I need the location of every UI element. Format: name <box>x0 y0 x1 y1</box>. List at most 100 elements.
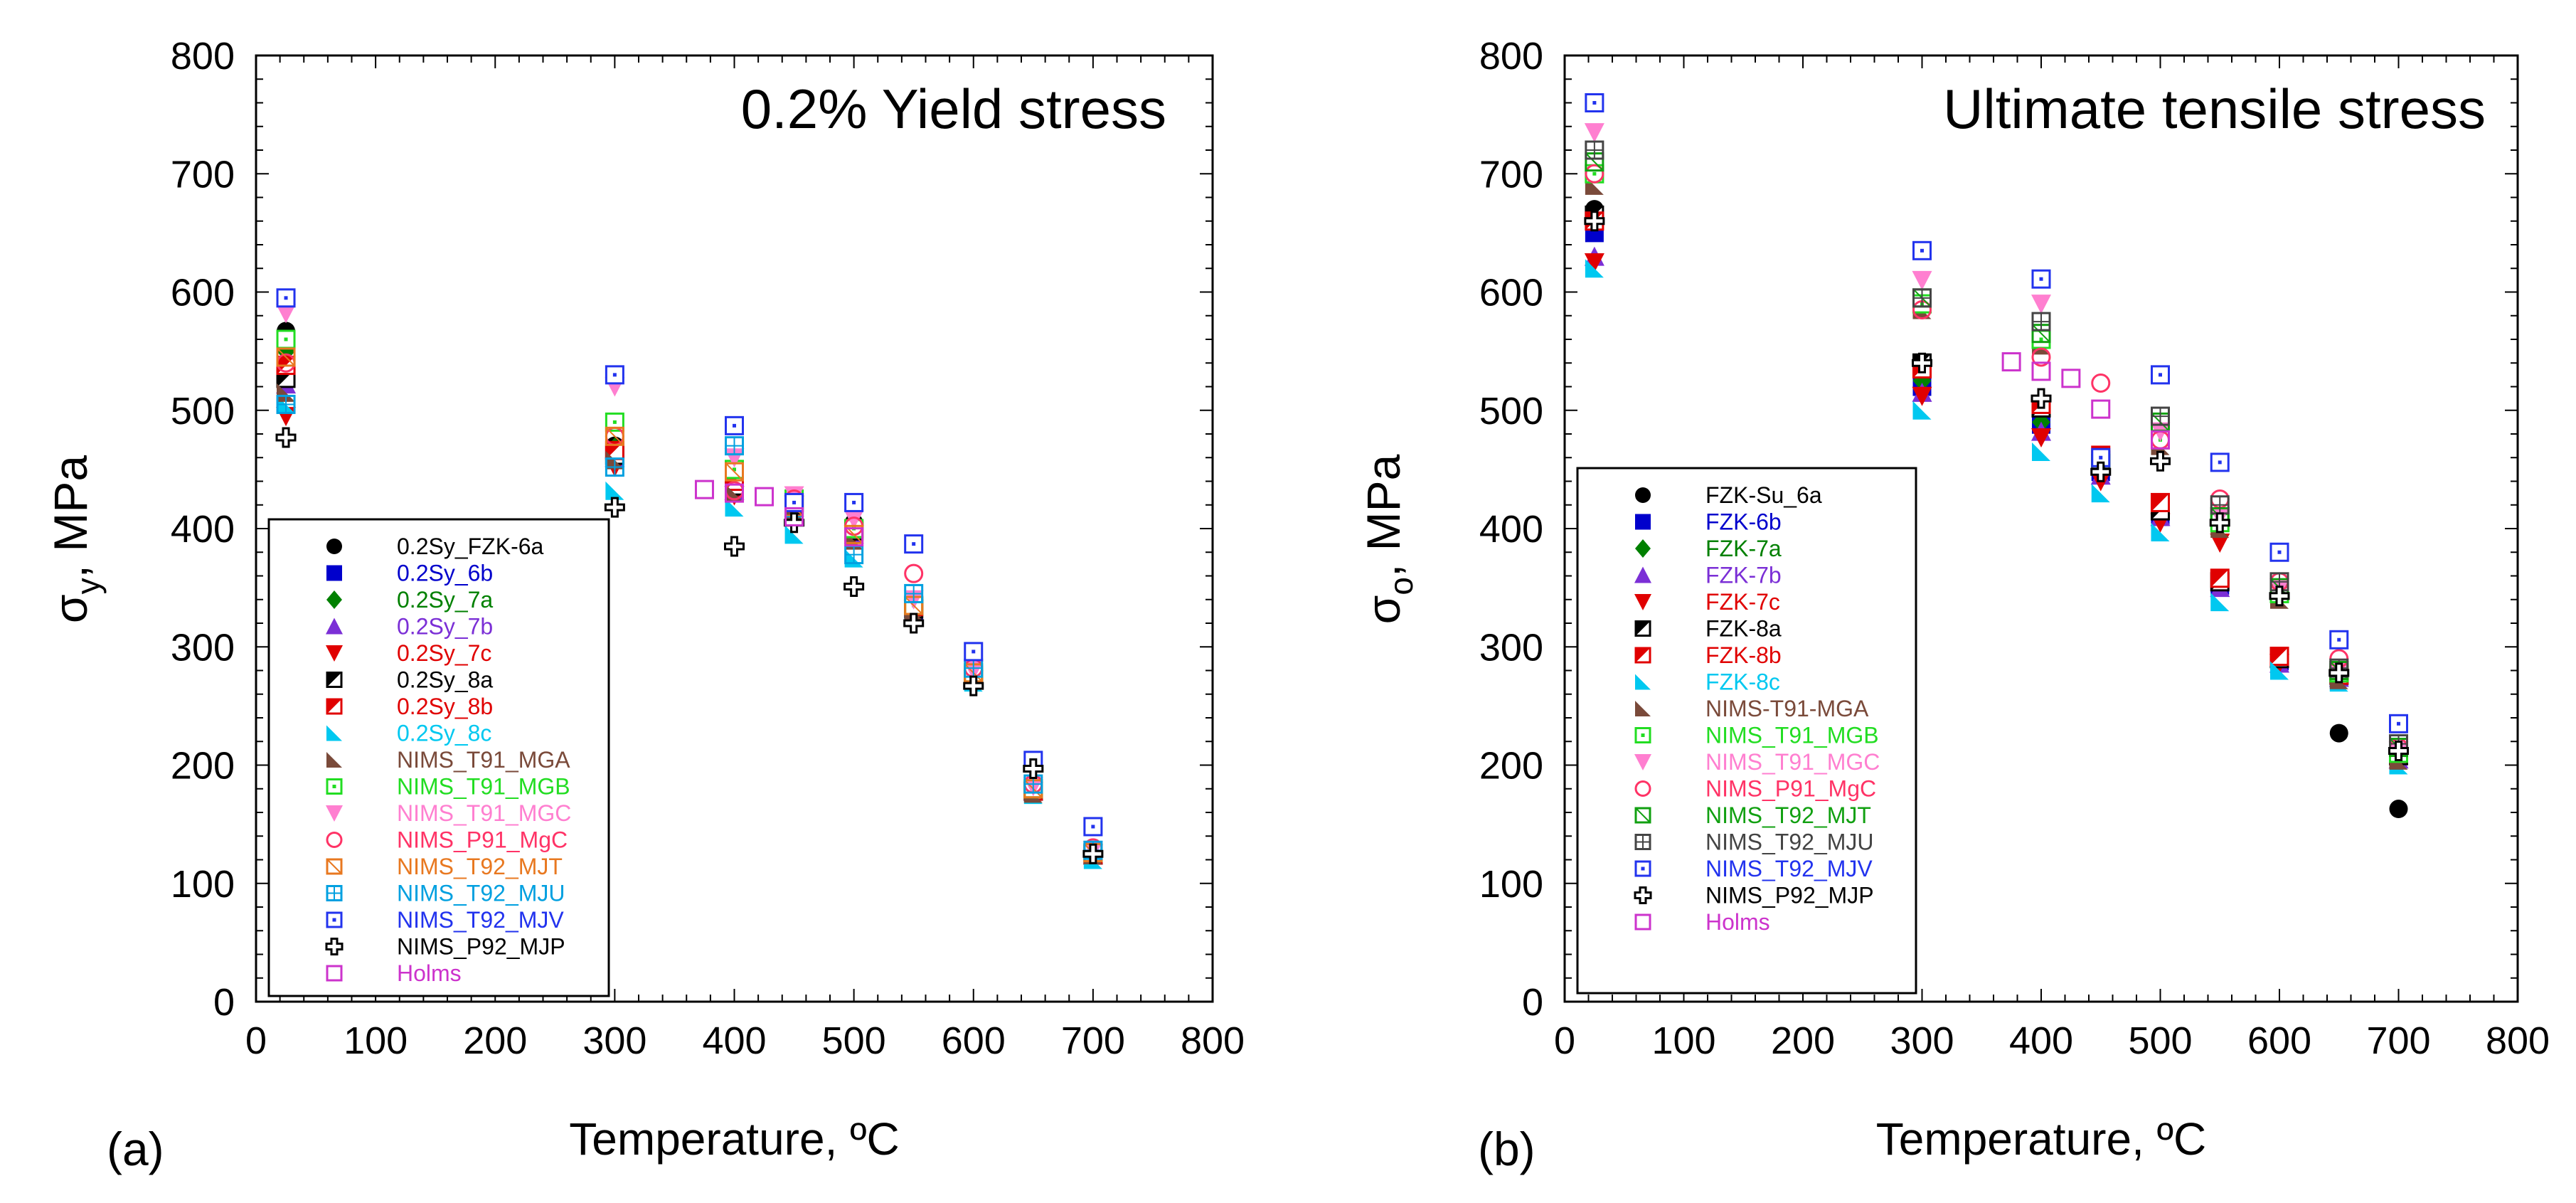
data-point <box>2269 585 2290 607</box>
legend-marker <box>326 778 343 795</box>
chart-title: 0.2% Yield stress <box>741 78 1166 140</box>
x-tick-label: 100 <box>1651 1019 1715 1062</box>
axis-ticks <box>1564 55 2518 1002</box>
legend-marker <box>1635 487 1651 503</box>
legend-marker <box>326 752 342 768</box>
data-point <box>277 383 296 402</box>
data-point <box>2091 484 2110 503</box>
data-point <box>2031 295 2051 314</box>
x-tick-label: 300 <box>1890 1019 1954 1062</box>
data-point <box>843 509 864 529</box>
data-point <box>276 329 296 349</box>
data-point <box>2031 312 2051 332</box>
data-point <box>276 288 296 308</box>
legend-item: FZK-Su_6a <box>1635 482 1822 508</box>
legend-label: NIMS_T92_MJU <box>1705 830 1874 855</box>
legend-label: Holms <box>1705 909 1770 935</box>
y-tick-label: 800 <box>171 35 235 78</box>
data-point <box>2329 630 2349 650</box>
legend-item: 0.2Sy_8b <box>326 694 493 719</box>
data-point <box>2151 492 2170 512</box>
legend-label: NIMS_T91_MGC <box>1705 749 1880 775</box>
x-tick-label: 500 <box>822 1019 886 1062</box>
legend-item: NIMS-T91-MGA <box>1635 696 1869 721</box>
y-tick-label: 200 <box>171 745 235 788</box>
x-tick-label: 600 <box>2247 1019 2311 1062</box>
legend-item: FZK-8c <box>1635 669 1780 695</box>
series-nims-p92-mjp <box>275 427 1104 864</box>
legend-item: 0.2Sy_8c <box>326 721 491 746</box>
legend-item: NIMS_T91_MGC <box>326 800 571 826</box>
data-point <box>1585 164 1604 184</box>
y-tick-label: 300 <box>1479 626 1543 669</box>
data-point <box>2151 406 2170 426</box>
legend-label: 0.2Sy_7b <box>397 614 493 640</box>
y-tick-label: 600 <box>171 272 235 314</box>
data-point <box>1023 758 1044 779</box>
tensile-stress-chart: 0 100 200 300 400 500 600 700 800 0 100 200 300 400 50… <box>1357 35 2550 1165</box>
legend-marker <box>326 590 342 609</box>
legend-marker <box>1634 727 1651 743</box>
legend-item: NIMS_T92_MJU <box>326 881 565 906</box>
data-point <box>1083 817 1103 837</box>
data-point <box>2090 461 2112 482</box>
legend-marker <box>1635 514 1651 530</box>
legend-box <box>267 518 610 997</box>
data-point <box>725 462 744 482</box>
legend-label: NIMS_P92_MJP <box>397 934 565 960</box>
data-point <box>904 534 924 554</box>
data-point <box>2209 512 2230 534</box>
data-point <box>1912 270 1932 290</box>
legend-item: Holms <box>326 960 462 986</box>
legend-item: NIMS_T91_MGB <box>1634 723 1879 748</box>
legend-item: NIMS_T91_MGC <box>1634 749 1880 775</box>
legend-marker <box>1634 594 1651 610</box>
data-point <box>844 492 864 512</box>
legend-item: NIMS_T92_MJT <box>1634 802 1871 828</box>
data-point <box>755 487 775 507</box>
legend-item: NIMS_T92_MJU <box>1634 830 1874 855</box>
legend-marker <box>326 858 343 875</box>
data-point <box>276 347 296 367</box>
legend-item: NIMS_T91_MGA <box>326 747 570 773</box>
legend-label: 0.2Sy_8a <box>397 667 493 693</box>
data-point <box>1912 240 1932 260</box>
legend-item: 0.2Sy_7a <box>326 587 493 613</box>
legend-label: 0.2Sy_FZK-6a <box>397 534 544 559</box>
legend-label: Holms <box>397 960 462 986</box>
data-point <box>1584 123 1604 143</box>
legend-label: NIMS_P91_MgC <box>397 827 568 853</box>
data-point <box>605 481 624 500</box>
legend-marker <box>1635 674 1651 690</box>
data-point <box>2329 724 2348 743</box>
data-point <box>1585 259 1604 278</box>
legend-item: NIMS_P92_MJP <box>1634 883 1874 908</box>
x-tick-label: 100 <box>344 1019 408 1062</box>
data-point <box>725 415 744 435</box>
data-point <box>2001 352 2021 372</box>
legend-label: NIMS_T92_MJV <box>397 907 564 933</box>
legend-item: 0.2Sy_8a <box>326 667 493 693</box>
data-point <box>843 576 865 597</box>
legend-item: 0.2Sy_FZK-6a <box>326 534 544 559</box>
legend-marker <box>326 539 342 554</box>
legend-marker <box>1634 860 1651 877</box>
data-point <box>2150 450 2171 472</box>
data-point <box>904 583 924 603</box>
x-axis-label: Temperature, ºC <box>569 1113 899 1165</box>
data-point <box>724 536 745 557</box>
data-point <box>1912 401 1932 420</box>
data-point <box>276 304 297 324</box>
legend-marker <box>1634 886 1652 904</box>
data-point <box>2210 533 2230 553</box>
x-tick-label: 200 <box>1771 1019 1835 1062</box>
x-tick-label: 300 <box>582 1019 646 1062</box>
legend-marker <box>326 618 343 635</box>
legend: FZK-Su_6aFZK-6bFZK-7aFZK-7bFZK-7cFZK-8aF… <box>1576 467 1917 995</box>
y-tick-label: 600 <box>1479 272 1543 314</box>
data-point <box>1082 843 1104 864</box>
x-tick-label: 800 <box>1181 1019 1245 1062</box>
data-point <box>2031 347 2051 367</box>
legend-marker <box>1634 780 1651 797</box>
